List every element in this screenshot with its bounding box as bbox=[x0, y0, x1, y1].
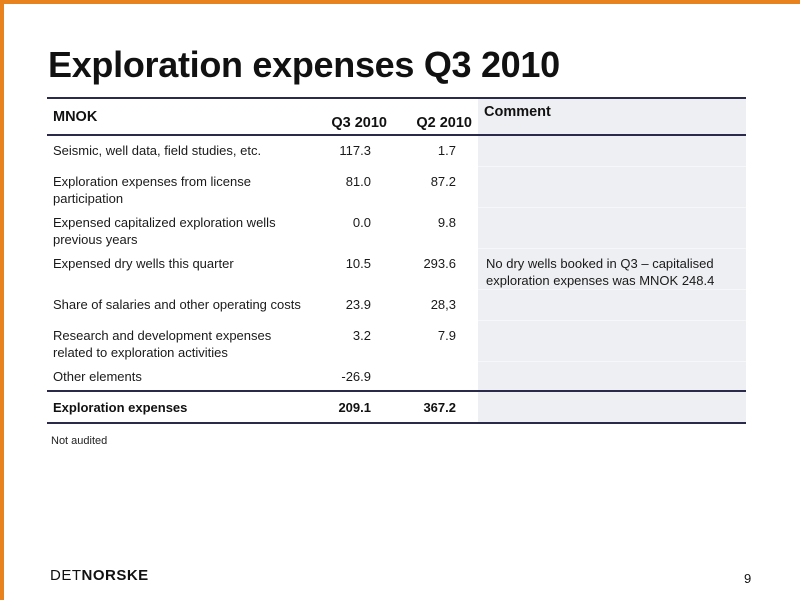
row-q3-value: 10.5 bbox=[310, 248, 393, 290]
left-accent-border bbox=[0, 0, 4, 600]
table-row: Share of salaries and other operating co… bbox=[47, 289, 746, 321]
table-total-row: Exploration expenses 209.1 367.2 bbox=[47, 390, 746, 424]
total-label: Exploration expenses bbox=[47, 390, 310, 424]
expenses-table: MNOK Q3 2010 Q2 2010 Comment Seismic, we… bbox=[47, 97, 746, 424]
header-comment: Comment bbox=[478, 97, 746, 136]
row-label: Seismic, well data, field studies, etc. bbox=[47, 135, 310, 167]
row-comment bbox=[478, 289, 746, 321]
row-q2-value: 1.7 bbox=[393, 135, 478, 167]
row-q3-value: 3.2 bbox=[310, 320, 393, 362]
row-q3-value: 81.0 bbox=[310, 166, 393, 208]
logo-text-norske: NORSKE bbox=[81, 567, 149, 584]
table-row: Seismic, well data, field studies, etc. … bbox=[47, 135, 746, 167]
row-q3-value: 0.0 bbox=[310, 207, 393, 249]
header-q3-2010: Q3 2010 bbox=[310, 97, 393, 136]
table-row: Exploration expenses from license partic… bbox=[47, 166, 746, 208]
row-q3-value: 117.3 bbox=[310, 135, 393, 167]
row-comment: No dry wells booked in Q3 – capitalised … bbox=[478, 248, 746, 290]
company-logo: DETNORSKE bbox=[50, 567, 149, 584]
table-row: Expensed capitalized exploration wells p… bbox=[47, 207, 746, 249]
row-label: Share of salaries and other operating co… bbox=[47, 289, 310, 321]
header-mnok: MNOK bbox=[47, 97, 310, 136]
row-q2-value: 9.8 bbox=[393, 207, 478, 249]
row-label: Other elements bbox=[47, 361, 310, 392]
top-accent-border bbox=[0, 0, 800, 4]
page-number: 9 bbox=[744, 571, 752, 586]
table-row: Expensed dry wells this quarter 10.5 293… bbox=[47, 248, 746, 290]
table-row: Research and development expenses relate… bbox=[47, 320, 746, 362]
row-label: Research and development expenses relate… bbox=[47, 320, 310, 362]
header-q2-2010: Q2 2010 bbox=[393, 97, 478, 136]
row-q2-value: 7.9 bbox=[393, 320, 478, 362]
row-comment bbox=[478, 207, 746, 249]
row-comment bbox=[478, 361, 746, 392]
row-label: Exploration expenses from license partic… bbox=[47, 166, 310, 208]
row-comment bbox=[478, 320, 746, 362]
row-q2-value: 293.6 bbox=[393, 248, 478, 290]
total-comment bbox=[478, 390, 746, 424]
total-q3-value: 209.1 bbox=[310, 390, 393, 424]
row-q2-value: 87.2 bbox=[393, 166, 478, 208]
total-q2-value: 367.2 bbox=[393, 390, 478, 424]
row-label: Expensed dry wells this quarter bbox=[47, 248, 310, 290]
slide-title: Exploration expenses Q3 2010 bbox=[48, 44, 560, 85]
table-row: Other elements -26.9 bbox=[47, 361, 746, 392]
row-q3-value: 23.9 bbox=[310, 289, 393, 321]
footnote-not-audited: Not audited bbox=[51, 435, 108, 447]
table-header-row: MNOK Q3 2010 Q2 2010 Comment bbox=[47, 97, 746, 136]
row-q2-value: 28,3 bbox=[393, 289, 478, 321]
logo-text-det: DET bbox=[50, 567, 82, 584]
row-label: Expensed capitalized exploration wells p… bbox=[47, 207, 310, 249]
row-comment bbox=[478, 135, 746, 167]
row-q3-value: -26.9 bbox=[310, 361, 393, 392]
expenses-table-container: MNOK Q3 2010 Q2 2010 Comment Seismic, we… bbox=[47, 97, 746, 424]
row-q2-value bbox=[393, 361, 478, 392]
row-comment bbox=[478, 166, 746, 208]
